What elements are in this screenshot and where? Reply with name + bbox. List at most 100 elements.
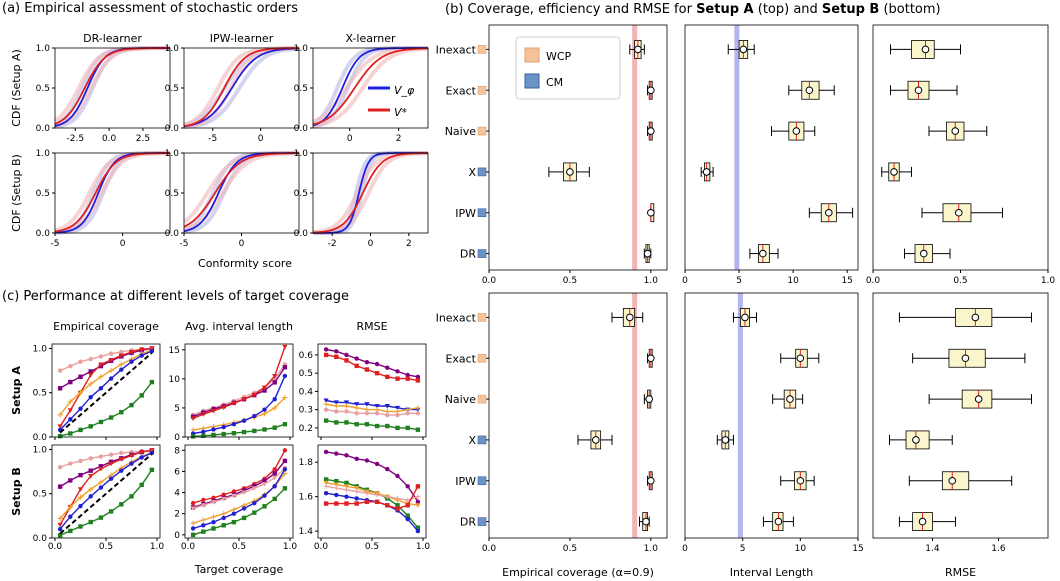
series-marker (364, 411, 370, 416)
series-line (59, 452, 153, 530)
series-marker (108, 357, 114, 363)
series-marker (334, 492, 339, 498)
y-tick-label: 0.5 (33, 389, 47, 399)
x-tick-label: 0.5 (563, 276, 577, 286)
series-line (59, 451, 153, 519)
series-marker (57, 412, 63, 418)
box-mean (759, 249, 767, 258)
panel-c-xlabel: Target coverage (194, 563, 284, 576)
box-mean (796, 476, 805, 485)
series-marker (231, 401, 237, 406)
panel-b-title-prefix: (b) Coverage, efficiency and RMSE for (445, 2, 696, 17)
x-tick-label: 1.0 (416, 542, 431, 552)
series-marker (68, 514, 73, 519)
series-marker (282, 467, 288, 472)
x-tick-label: -2 (328, 239, 337, 249)
series-marker (333, 400, 339, 405)
x-tick-label: 0.0 (866, 276, 881, 286)
series-marker (78, 406, 83, 411)
series-marker (190, 526, 196, 531)
category-marker (477, 476, 487, 486)
x-tick-label: 0 (347, 134, 353, 144)
series-marker (231, 493, 237, 499)
series-marker (139, 393, 144, 398)
series-marker (211, 432, 216, 438)
series-marker (129, 461, 134, 466)
cdf-band (54, 46, 170, 128)
series-line (59, 453, 153, 535)
y-tick-label: 0.3 (299, 406, 313, 416)
series-marker (415, 378, 421, 383)
series-marker (415, 484, 421, 489)
series-marker (261, 385, 268, 391)
category-marker (477, 353, 487, 363)
y-tick-label: 0.5 (165, 189, 179, 199)
y-tick-label: 15 (169, 346, 180, 356)
series-marker (374, 361, 380, 367)
series-line (192, 449, 286, 504)
x-tick-label: 1.0 (644, 544, 659, 554)
series-marker (57, 526, 63, 532)
category-marker (477, 85, 487, 95)
panel-c-col-title: RMSE (356, 320, 387, 333)
series-marker (282, 394, 288, 401)
series-marker (415, 427, 421, 432)
panel-b-setup-a: Setup A (696, 2, 754, 17)
category-label: Inexact (436, 311, 477, 324)
series-marker (211, 526, 216, 531)
x-tick-label: 0.5 (99, 542, 113, 552)
series-marker (323, 483, 329, 489)
series-marker (221, 496, 227, 502)
series-marker (374, 370, 380, 376)
category-marker (477, 313, 487, 322)
series-marker (385, 374, 390, 380)
series-marker (68, 417, 73, 422)
series-marker (262, 407, 267, 412)
series-line (325, 485, 419, 501)
series-marker (190, 520, 196, 526)
panel-b-title-suffix: (bottom) (879, 2, 940, 17)
series-marker (98, 374, 104, 380)
series-marker (282, 448, 288, 453)
series-marker (139, 482, 144, 488)
series-marker (68, 461, 73, 466)
series-marker (57, 424, 63, 429)
box-mean (774, 517, 783, 526)
series-marker (415, 411, 421, 416)
y-tick-label: 1.0 (165, 44, 180, 54)
series-marker (394, 495, 401, 501)
panel-a-xlabel: Conformity score (198, 257, 292, 270)
series-marker (88, 381, 94, 387)
cdf-line (312, 152, 428, 234)
legend-label: WCP (546, 50, 572, 63)
series-marker (88, 494, 93, 499)
series-marker (118, 361, 124, 367)
box-mean (912, 436, 920, 444)
box-mean (721, 436, 730, 444)
series-marker (210, 514, 217, 520)
series-marker (272, 467, 277, 472)
y-tick-label: 1.0 (165, 149, 180, 159)
category-marker (477, 45, 487, 54)
series-line (192, 346, 286, 420)
series-line (59, 449, 152, 468)
panel-c-title: (c) Performance at different levels of t… (2, 289, 349, 304)
series-marker (272, 484, 277, 489)
x-tick-label: 5 (740, 544, 746, 554)
series-marker (241, 488, 247, 493)
series-marker (78, 427, 83, 433)
category-label: IPW (455, 207, 476, 220)
series-marker (119, 367, 124, 372)
series-marker (262, 388, 267, 393)
series-marker (261, 482, 268, 487)
series-marker (405, 516, 410, 522)
subplot-frame (184, 444, 294, 539)
panel-c-row-label: Setup A (10, 366, 23, 415)
series-marker (364, 422, 370, 427)
series-marker (67, 398, 73, 405)
category-label: IPW (455, 475, 476, 488)
x-tick-label: 10 (795, 544, 807, 554)
series-marker (67, 504, 73, 510)
series-marker (323, 477, 329, 482)
series-marker (57, 368, 63, 373)
